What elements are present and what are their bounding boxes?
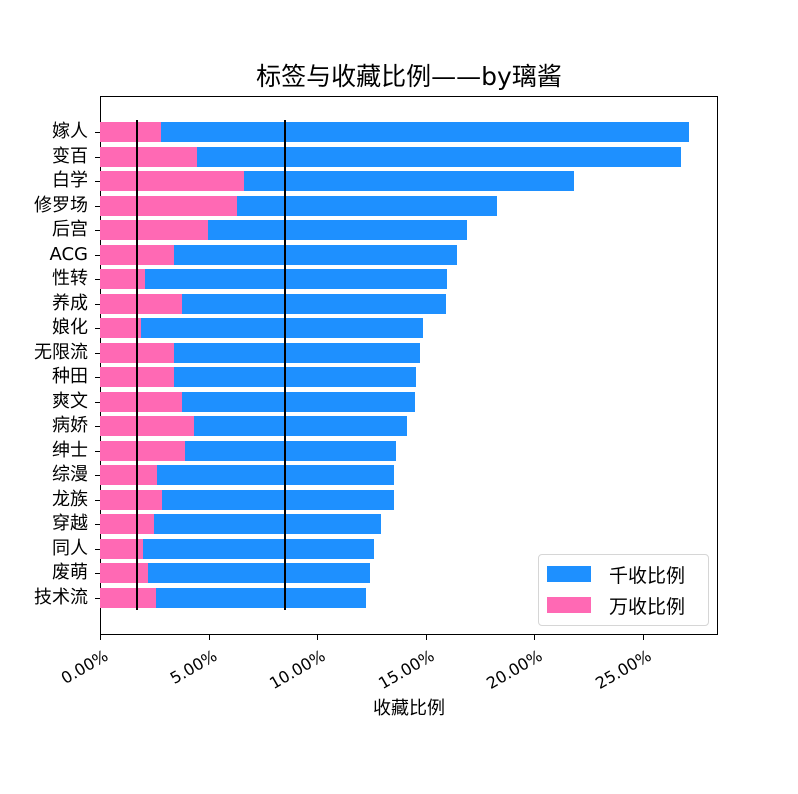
y-tick-label: 嫁人: [52, 121, 88, 142]
y-tick-label: 同人: [52, 537, 88, 559]
y-tick-label: 废萌: [52, 562, 88, 583]
y-tick: [95, 426, 100, 427]
reference-line: [135, 120, 138, 610]
x-tick-label: 25.00%: [592, 646, 655, 693]
x-tick: [534, 635, 536, 640]
x-tick-label: 0.00%: [57, 646, 112, 688]
legend-item-thousand: 千收比例: [547, 563, 686, 587]
bar-thousand: [100, 342, 420, 363]
legend-label: 千收比例: [609, 564, 686, 587]
bar-tenthousand: [100, 416, 195, 436]
bar-thousand: [100, 465, 395, 485]
reference-line: [284, 120, 287, 610]
y-tick-label: 爽文: [52, 390, 88, 412]
y-tick: [95, 377, 100, 378]
bar-thousand: [100, 514, 382, 534]
bar-thousand: [100, 318, 423, 338]
y-tick: [95, 450, 100, 452]
bar-thousand: [100, 269, 447, 289]
bar-tenthousand: [100, 440, 185, 461]
y-tick: [95, 181, 100, 182]
y-tick-label: 后宫: [52, 219, 88, 240]
y-tick: [95, 156, 100, 158]
y-tick: [95, 279, 100, 280]
y-tick: [95, 352, 100, 354]
y-tick-label: 技术流: [34, 586, 88, 608]
y-tick-label: 综漫: [52, 464, 88, 485]
y-tick: [95, 328, 100, 329]
y-tick-label: 穿越: [52, 513, 88, 534]
y-tick-label: 病娇: [52, 415, 88, 436]
bar-tenthousand: [100, 171, 244, 191]
bar-tenthousand: [100, 391, 183, 412]
y-tick: [95, 548, 100, 550]
bar-tenthousand: [100, 538, 143, 559]
legend-item-tenthousand: 万收比例: [547, 594, 686, 618]
chart-title: 标签与收藏比例——by璃酱: [256, 62, 562, 91]
y-tick: [95, 303, 100, 305]
x-tick: [100, 635, 101, 640]
bar-tenthousand: [100, 293, 183, 314]
bar-thousand: [100, 489, 395, 510]
x-tick-label: 20.00%: [483, 646, 546, 693]
x-tick: [317, 635, 319, 640]
x-tick-label: 15.00%: [374, 646, 438, 693]
legend: 千收比例 万收比例: [538, 554, 709, 626]
x-tick: [425, 635, 427, 640]
y-tick-label: 修罗场: [34, 194, 88, 216]
bar-thousand: [100, 563, 370, 583]
bar-tenthousand: [100, 465, 157, 485]
bar-tenthousand: [100, 195, 238, 216]
bar-tenthousand: [100, 318, 142, 338]
y-tick-label: 种田: [52, 366, 88, 387]
y-tick-label: 性转: [52, 268, 88, 289]
bar-tenthousand: [100, 220, 208, 240]
bar-tenthousand: [100, 146, 198, 167]
y-tick: [95, 499, 100, 501]
y-tick-label: 龙族: [52, 488, 88, 510]
y-tick-label: 养成: [52, 292, 88, 314]
bar-thousand: [100, 587, 367, 608]
y-tick: [95, 597, 100, 599]
bar-thousand: [100, 538, 375, 559]
y-tick: [95, 254, 100, 256]
bar-thousand: [100, 293, 446, 314]
bar-thousand: [100, 122, 690, 142]
bar-thousand: [100, 244, 458, 265]
bar-thousand: [100, 367, 417, 387]
y-tick-label: ACG: [49, 243, 88, 265]
bar-tenthousand: [100, 514, 155, 534]
y-tick: [95, 132, 100, 133]
bar-tenthousand: [100, 122, 162, 142]
x-tick: [643, 635, 644, 640]
y-tick: [95, 475, 100, 476]
bar-thousand: [100, 146, 681, 167]
y-tick-label: 无限流: [34, 341, 88, 363]
y-tick: [95, 205, 100, 207]
legend-label: 万收比例: [609, 595, 686, 618]
bar-tenthousand: [100, 269, 145, 289]
bar-tenthousand: [100, 587, 157, 608]
y-tick-label: 变百: [52, 145, 88, 167]
bar-tenthousand: [100, 489, 162, 510]
plot-area: [100, 96, 718, 635]
bar-tenthousand: [100, 563, 148, 583]
y-tick-label: 白学: [52, 170, 88, 191]
x-tick-label: 5.00%: [166, 646, 220, 688]
y-tick: [95, 524, 100, 525]
y-tick: [95, 573, 100, 574]
y-tick-label: 娘化: [52, 317, 88, 338]
legend-swatch-pink: [547, 597, 591, 613]
y-tick-label: 绅士: [52, 439, 88, 461]
x-axis-label: 收藏比例: [373, 698, 445, 719]
y-tick: [95, 230, 100, 231]
x-tick-label: 10.00%: [266, 646, 329, 693]
y-tick: [95, 401, 100, 403]
x-tick: [208, 635, 210, 640]
legend-swatch-blue: [547, 566, 591, 582]
